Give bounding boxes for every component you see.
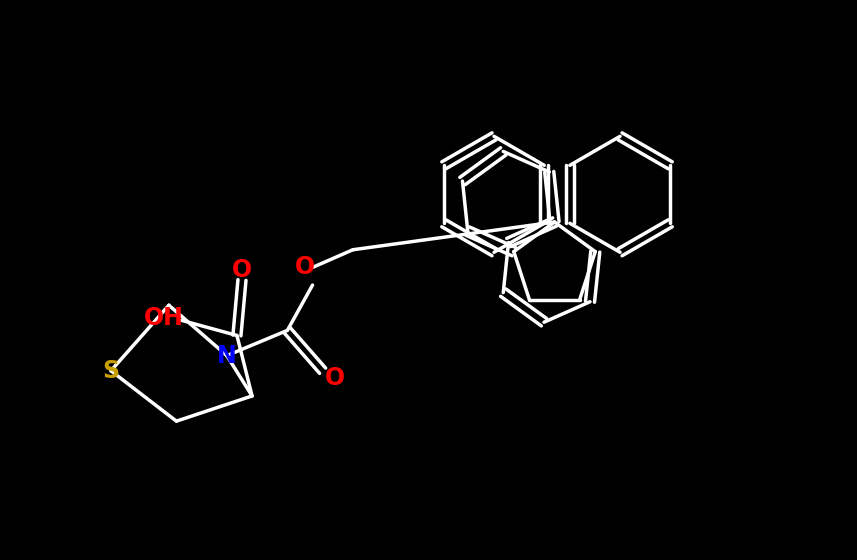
Text: N: N [217,344,237,367]
Text: S: S [102,359,119,382]
Text: O: O [295,255,315,279]
Text: O: O [232,258,252,282]
Text: O: O [325,366,345,390]
Text: OH: OH [144,306,183,330]
